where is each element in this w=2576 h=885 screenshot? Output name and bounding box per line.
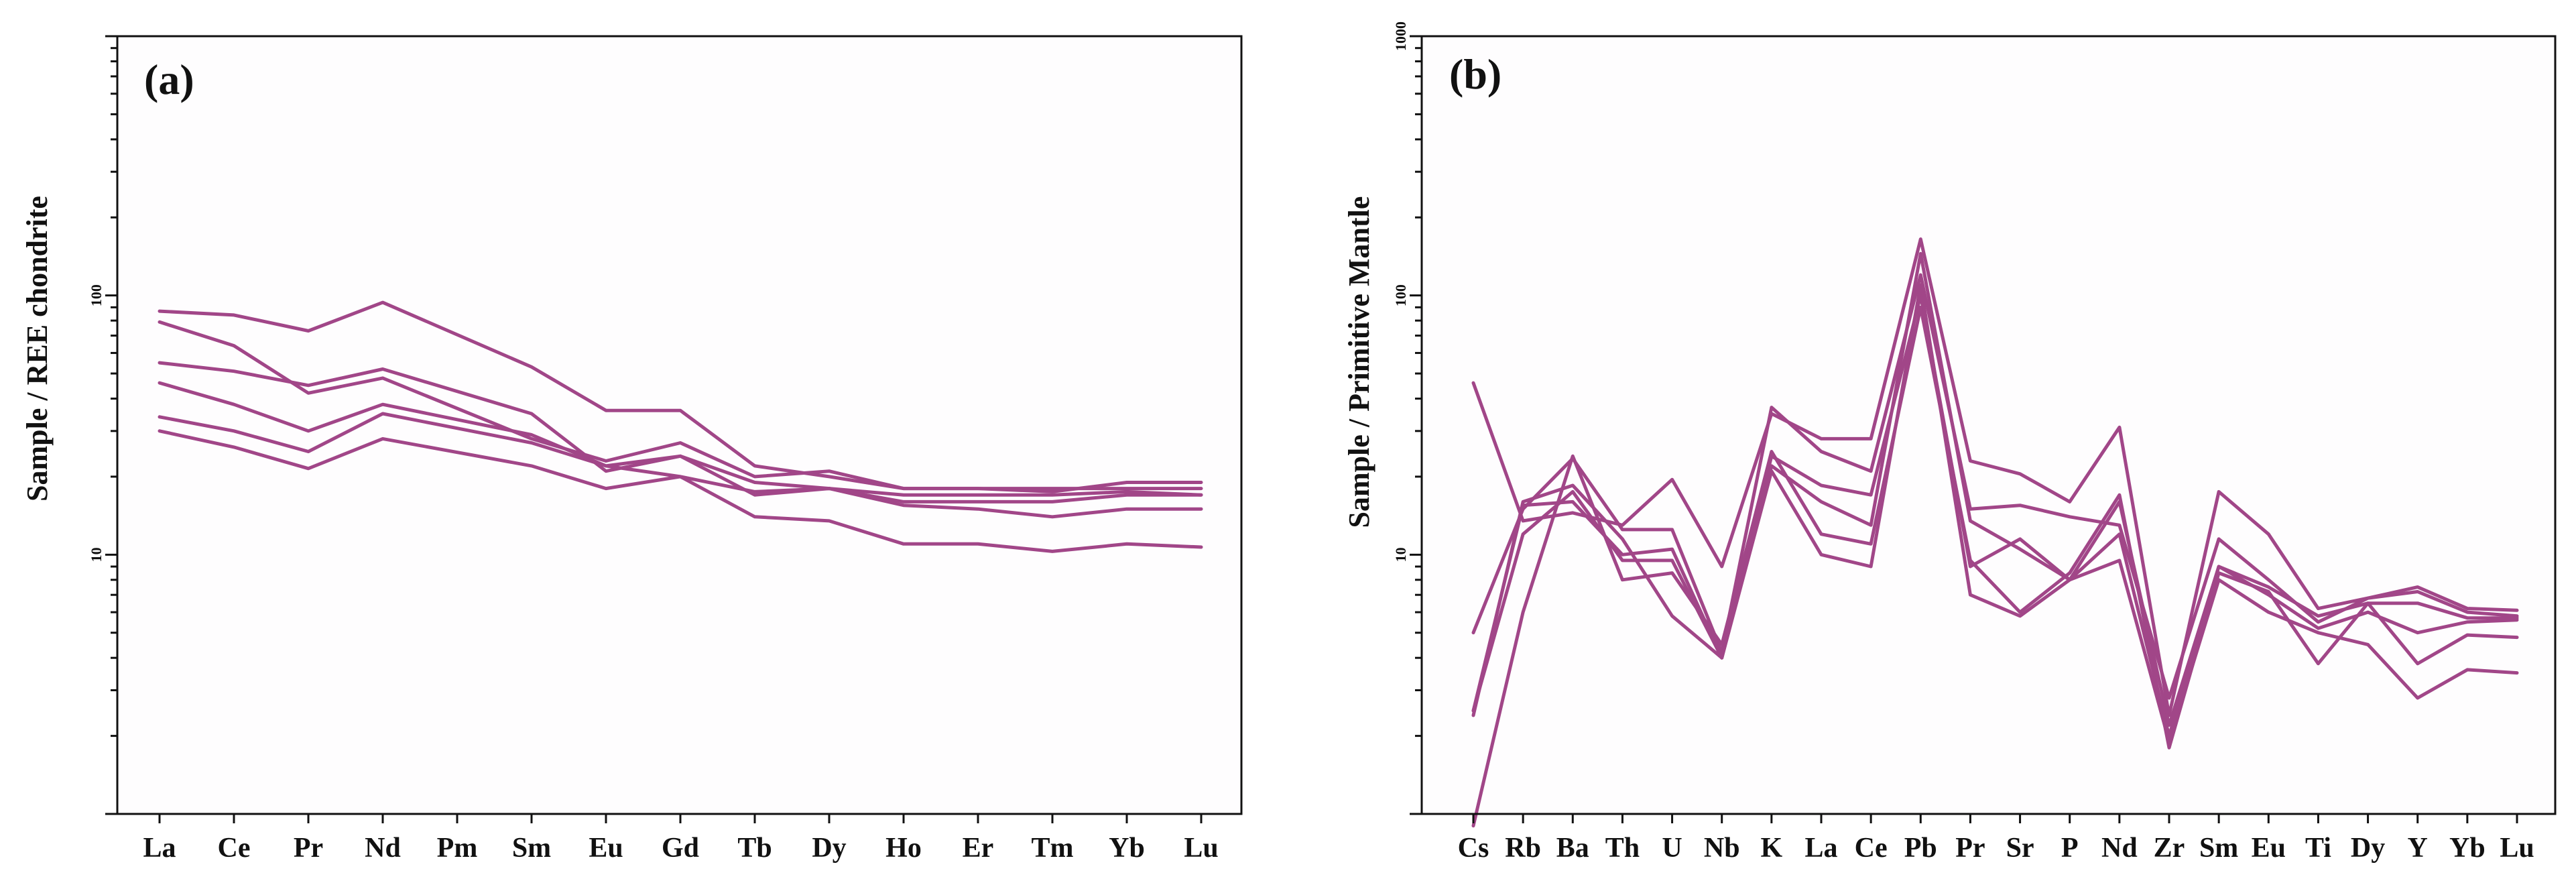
series-line-s2 — [158, 320, 1203, 491]
panel-a-plot-area — [117, 36, 1241, 814]
series-line-s6 — [158, 429, 1203, 553]
x-tick-label-lu: Lu — [2500, 833, 2534, 864]
x-tick-label-cs: Cs — [1458, 833, 1489, 864]
x-tick-label-sm: Sm — [2199, 833, 2238, 864]
x-tick-label-u: U — [1662, 833, 1682, 864]
panel-a-y-axis-label: Sample / REE chondrite — [21, 196, 54, 501]
x-tick-label-tm: Tm — [1032, 833, 1074, 864]
x-tick-label-pr: Pr — [294, 833, 323, 864]
x-tick-label-la: La — [143, 833, 176, 864]
panel-a-series-group — [158, 300, 1203, 553]
series-line-s4 — [158, 381, 1203, 504]
x-tick-label-la: La — [1804, 833, 1837, 864]
x-tick-label-pm: Pm — [437, 833, 478, 864]
panel-b-series-group — [1471, 237, 2519, 828]
x-tick-label-nd: Nd — [365, 833, 401, 864]
x-tick-label-ce: Ce — [1855, 833, 1888, 864]
x-tick-label-dy: Dy — [2351, 833, 2385, 864]
x-tick-label-zr: Zr — [2154, 833, 2185, 864]
series-line-s1 — [158, 300, 1203, 493]
y-tick-label-1000: 1000 — [1392, 21, 1409, 51]
x-tick-label-ce: Ce — [218, 833, 251, 864]
x-tick-label-eu: Eu — [589, 833, 623, 864]
panel-a-label: (a) — [144, 56, 194, 103]
y-tick-label-10: 10 — [88, 547, 105, 562]
x-tick-label-k: K — [1761, 833, 1783, 864]
x-tick-label-eu: Eu — [2252, 833, 2286, 864]
panel-b-chart: Cs Rb Ba Th U Nb K La Ce Pb Pr Sr P Nd Zr Sm Eu Ti Dy Y Yb Lu… — [1343, 21, 2557, 864]
y-tick-label-10: 10 — [1392, 547, 1409, 562]
x-tick-label-rb: Rb — [1505, 833, 1541, 864]
panel-b-label: (b) — [1449, 50, 1501, 98]
x-tick-label-gd: Gd — [662, 833, 699, 864]
x-tick-label-ho: Ho — [885, 833, 922, 864]
series-line-s5 — [158, 412, 1203, 519]
panel-a-axes: La Ce Pr Nd Pm Sm Eu Gd Tb Dy Ho Er Tm Yb Lu 10 100 — [88, 35, 1219, 864]
x-tick-label-yb: Yb — [1109, 833, 1145, 864]
x-tick-label-pb: Pb — [1904, 833, 1937, 864]
y-tick-label-100: 100 — [1392, 284, 1409, 306]
x-tick-label-er: Er — [963, 833, 994, 864]
y-tick-label-100: 100 — [88, 284, 105, 306]
x-tick-label-nb: Nb — [1704, 833, 1740, 864]
x-tick-label-y: Y — [2408, 833, 2428, 864]
series-line-s4 — [1471, 251, 2519, 738]
x-tick-label-th: Th — [1605, 833, 1640, 864]
x-tick-label-sm: Sm — [512, 833, 551, 864]
x-tick-label-yb: Yb — [2449, 833, 2486, 864]
x-tick-label-dy: Dy — [812, 833, 846, 864]
series-line-s3 — [158, 361, 1203, 497]
panel-b-frame — [1420, 35, 2557, 815]
x-tick-label-tb: Tb — [737, 833, 772, 864]
x-tick-label-pr: Pr — [1955, 833, 1985, 864]
x-tick-label-nd: Nd — [2101, 833, 2138, 864]
series-line-s1 — [1471, 237, 2519, 717]
x-tick-label-ti: Ti — [2305, 833, 2331, 864]
x-tick-label-p: P — [2061, 833, 2079, 864]
x-tick-label-sr: Sr — [2006, 833, 2034, 864]
series-line-s6 — [1471, 283, 2519, 744]
panel-b-plot-area — [1422, 36, 2555, 814]
series-line-s3 — [1471, 294, 2519, 727]
x-tick-label-ba: Ba — [1556, 833, 1589, 864]
panel-b-axes: Cs Rb Ba Th U Nb K La Ce Pb Pr Sr P Nd Zr Sm Eu Ti Dy Y Yb Lu… — [1392, 21, 2534, 864]
panel-b-y-axis-label: Sample / Primitive Mantle — [1343, 196, 1375, 528]
x-tick-label-lu: Lu — [1184, 833, 1218, 864]
